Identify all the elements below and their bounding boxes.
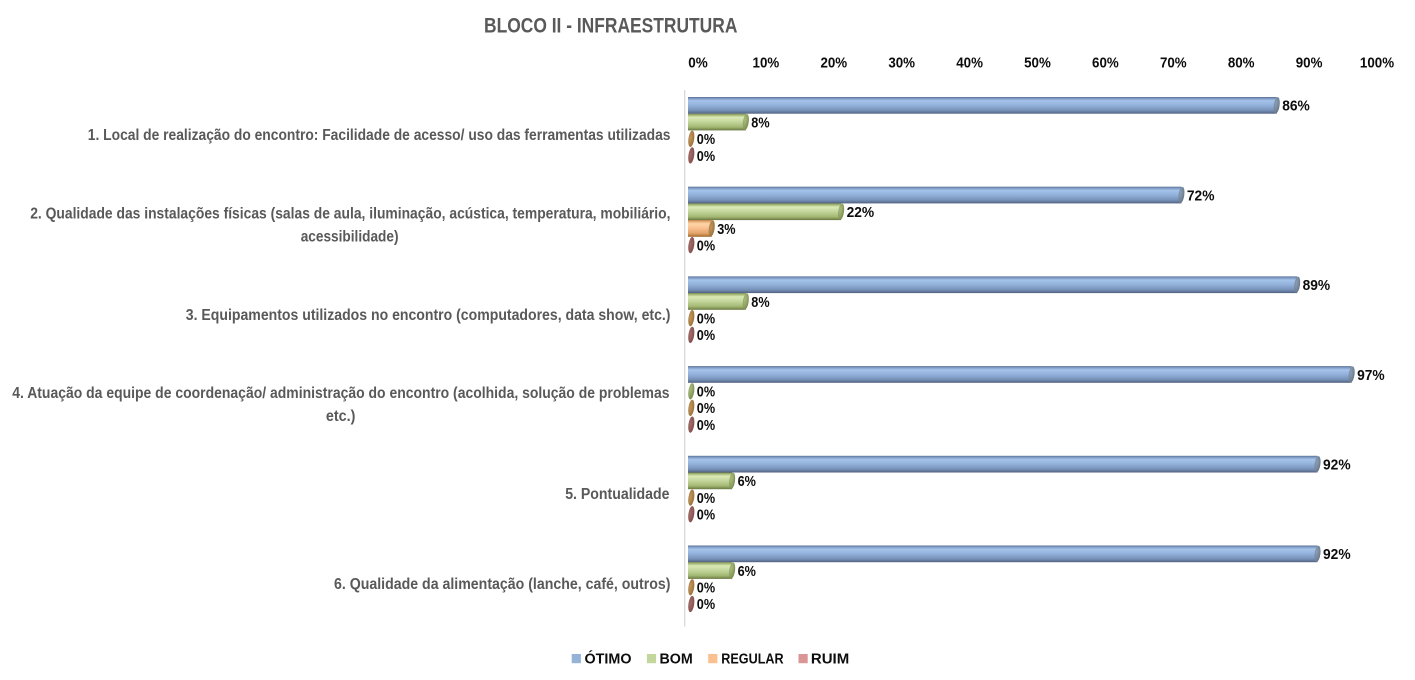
svg-text:0%: 0% [697, 311, 715, 327]
svg-text:acessibilidade): acessibilidade) [301, 229, 399, 246]
svg-text:92%: 92% [1323, 547, 1351, 563]
svg-text:60%: 60% [1092, 55, 1119, 71]
svg-text:40%: 40% [956, 55, 983, 71]
svg-text:BLOCO II - INFRAESTRUTURA: BLOCO II - INFRAESTRUTURA [484, 13, 738, 38]
svg-text:90%: 90% [1296, 55, 1323, 71]
svg-text:20%: 20% [820, 55, 847, 71]
svg-text:4. Atuação da equipe de coorde: 4. Atuação da equipe de coordenação/ adm… [12, 385, 669, 402]
svg-text:0%: 0% [697, 132, 715, 148]
svg-text:0%: 0% [697, 328, 715, 344]
svg-text:6%: 6% [738, 564, 756, 580]
svg-text:0%: 0% [697, 149, 715, 165]
svg-text:8%: 8% [751, 115, 769, 131]
svg-text:2. Qualidade das instalações f: 2. Qualidade das instalações físicas (sa… [30, 206, 670, 223]
svg-text:0%: 0% [697, 597, 715, 613]
svg-text:89%: 89% [1303, 278, 1331, 294]
svg-text:30%: 30% [888, 55, 915, 71]
svg-text:80%: 80% [1228, 55, 1255, 71]
svg-text:0%: 0% [697, 385, 715, 401]
svg-text:10%: 10% [753, 55, 780, 71]
svg-text:22%: 22% [847, 205, 875, 221]
svg-text:3. Equipamentos utilizados no: 3. Equipamentos utilizados no encontro (… [186, 307, 671, 324]
svg-text:ÓTIMO: ÓTIMO [585, 650, 632, 668]
svg-text:0%: 0% [697, 401, 715, 417]
svg-text:70%: 70% [1160, 55, 1187, 71]
svg-text:3%: 3% [717, 222, 735, 238]
svg-text:0%: 0% [697, 508, 715, 524]
svg-text:0%: 0% [697, 581, 715, 597]
svg-text:6%: 6% [738, 474, 756, 490]
svg-text:6. Qualidade da alimentação (l: 6. Qualidade da alimentação (lanche, caf… [334, 576, 671, 593]
svg-text:50%: 50% [1024, 55, 1051, 71]
svg-text:92%: 92% [1323, 458, 1351, 474]
svg-text:RUIM: RUIM [811, 652, 849, 668]
svg-text:1. Local de realização do enco: 1. Local de realização do encontro: Faci… [88, 127, 671, 144]
svg-text:0%: 0% [697, 238, 715, 254]
svg-text:5. Pontualidade: 5. Pontualidade [565, 486, 670, 503]
svg-text:0%: 0% [697, 491, 715, 507]
svg-text:REGULAR: REGULAR [721, 652, 784, 668]
svg-text:BOM: BOM [660, 652, 693, 668]
svg-text:97%: 97% [1357, 368, 1385, 384]
svg-text:etc.): etc.) [326, 408, 356, 425]
svg-text:72%: 72% [1187, 188, 1215, 204]
svg-text:86%: 86% [1282, 99, 1310, 115]
svg-text:100%: 100% [1360, 55, 1394, 71]
svg-text:0%: 0% [688, 55, 708, 71]
svg-text:8%: 8% [751, 295, 769, 311]
svg-text:0%: 0% [697, 418, 715, 434]
